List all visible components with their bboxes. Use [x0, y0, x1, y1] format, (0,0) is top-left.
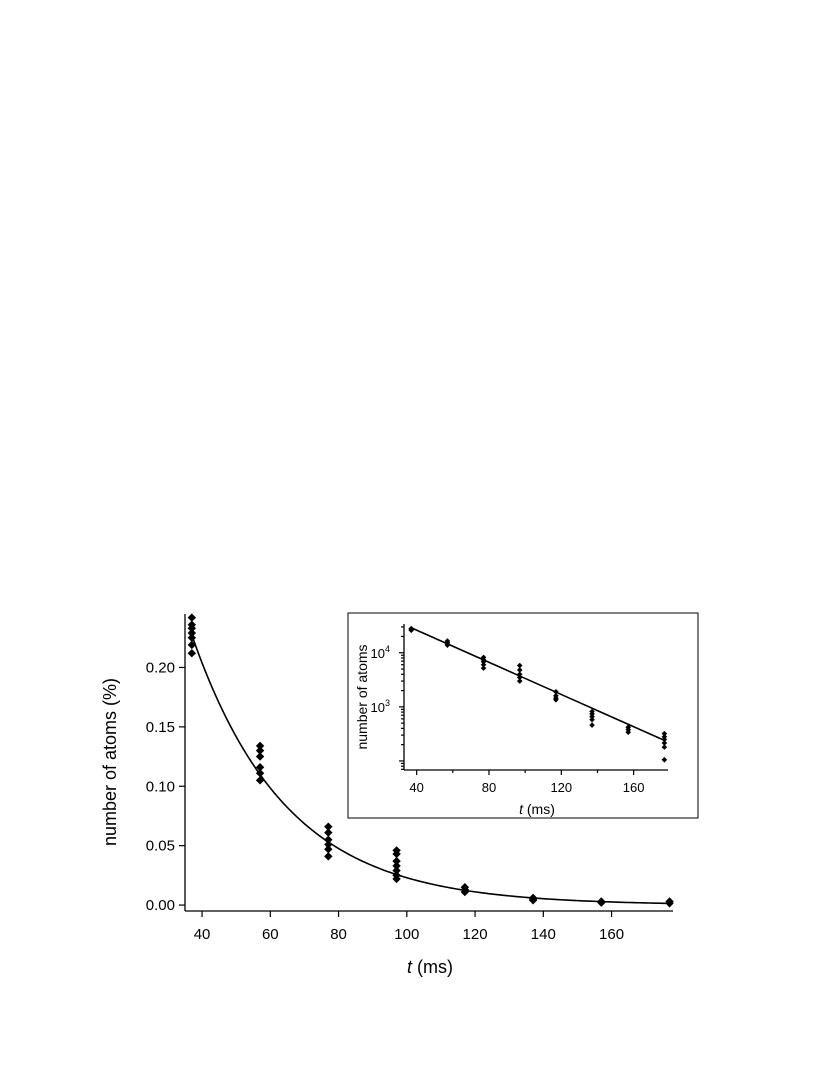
inset-x-axis-label-var: t [519, 801, 524, 817]
main-ticks: 40 60 80 100 120 140 160 0.00 0.05 0.10 0.15 0.20 [146, 659, 624, 943]
inset-data-point [480, 659, 487, 665]
inset-data-point [661, 730, 668, 737]
main-data-point [460, 887, 470, 897]
main-x-axis-label: t (ms) [407, 957, 453, 977]
main-data-point [392, 856, 401, 866]
inset-data-points [408, 625, 668, 763]
inset-fit-curve [410, 627, 665, 742]
inset-data-point [516, 662, 523, 669]
inset-y-tick-label: 103 [371, 698, 390, 715]
main-x-axis-label-unit: (ms) [412, 957, 453, 977]
inset-y-tick-exponent: 4 [385, 644, 390, 654]
inset-fit-curve-group [410, 627, 665, 742]
main-data-point [392, 861, 401, 871]
main-x-tick-label: 100 [394, 926, 419, 943]
main-x-tick-label: 60 [262, 926, 279, 943]
inset-data-point [661, 744, 668, 750]
main-data-point [255, 776, 265, 785]
main-data-point [187, 640, 197, 650]
inset-x-tick-label: 40 [409, 780, 423, 795]
main-data-point [255, 752, 265, 761]
main-data-point [187, 628, 197, 638]
main-data-point [324, 828, 333, 837]
main-data-point [597, 898, 606, 907]
main-x-tick-label: 140 [531, 926, 556, 943]
main-data-point [187, 649, 197, 658]
main-data-points [187, 613, 674, 908]
main-data-point [392, 866, 401, 875]
main-y-axis-label: number of atoms (%) [100, 678, 120, 846]
main-fit-curve [191, 634, 670, 905]
inset-y-tick-exponent: 3 [385, 698, 390, 708]
main-y-tick-label: 0.00 [146, 897, 175, 914]
inset-y-tick-label: 104 [371, 644, 390, 661]
inset-data-point [661, 740, 668, 746]
main-y-tick-label: 0.05 [146, 838, 175, 855]
inset-frame [347, 612, 699, 819]
inset-data-point [553, 688, 559, 695]
inset-y-tick-base: 10 [371, 700, 385, 715]
inset-x-tick-label: 160 [623, 780, 645, 795]
inset-data-point [516, 678, 523, 684]
main-data-point [255, 763, 265, 772]
main-data-point [392, 874, 401, 884]
inset-data-point [444, 642, 451, 648]
main-data-point [528, 896, 538, 905]
inset-data-point [516, 671, 523, 678]
main-y-tick-label: 0.15 [146, 719, 175, 736]
inset-x-axis-label-unit: (ms) [523, 801, 555, 817]
inset-y-tick-base: 10 [371, 646, 385, 661]
main-data-point [324, 845, 333, 854]
inset-data-point [589, 713, 595, 720]
inset-data-point [661, 736, 668, 743]
inset-data-point [480, 661, 487, 668]
main-x-tick-label: 40 [194, 926, 211, 943]
main-data-point [324, 835, 333, 844]
inset-data-point [516, 674, 523, 681]
main-chart: 40 60 80 100 120 140 160 0.00 0.05 0.10 0.15 0.20 n… [100, 613, 674, 977]
inset-data-point [516, 667, 523, 673]
main-data-point [187, 624, 197, 633]
inset-data-point [408, 627, 415, 634]
inset-y-axis-label: number of atoms [354, 644, 370, 749]
inset-data-point [480, 665, 487, 671]
main-data-point [187, 613, 197, 622]
inset-data-point [553, 696, 559, 703]
main-data-point [255, 746, 265, 755]
inset-x-tick-label: 120 [550, 780, 572, 795]
inset-data-point [589, 716, 595, 723]
main-data-point [187, 633, 197, 642]
main-data-point [324, 822, 333, 831]
main-x-tick-label: 80 [330, 926, 347, 943]
inset-data-point [625, 729, 632, 735]
main-x-axis-label-var: t [407, 957, 413, 977]
main-data-point [255, 741, 265, 751]
inset-x-tick-label: 80 [482, 780, 496, 795]
main-data-point [324, 852, 333, 861]
main-data-point [324, 840, 333, 849]
main-y-tick-label: 0.20 [146, 659, 175, 676]
main-y-tick-label: 0.10 [146, 778, 175, 795]
inset-data-point [661, 756, 668, 763]
main-data-point [392, 849, 401, 859]
main-fit-curve-group [191, 634, 670, 905]
inset-x-axis-label: t (ms) [519, 801, 555, 817]
inset-data-point [589, 722, 595, 728]
main-x-tick-label: 120 [463, 926, 488, 943]
main-x-tick-label: 160 [599, 926, 624, 943]
main-data-point [255, 768, 265, 778]
main-data-point [665, 899, 674, 908]
